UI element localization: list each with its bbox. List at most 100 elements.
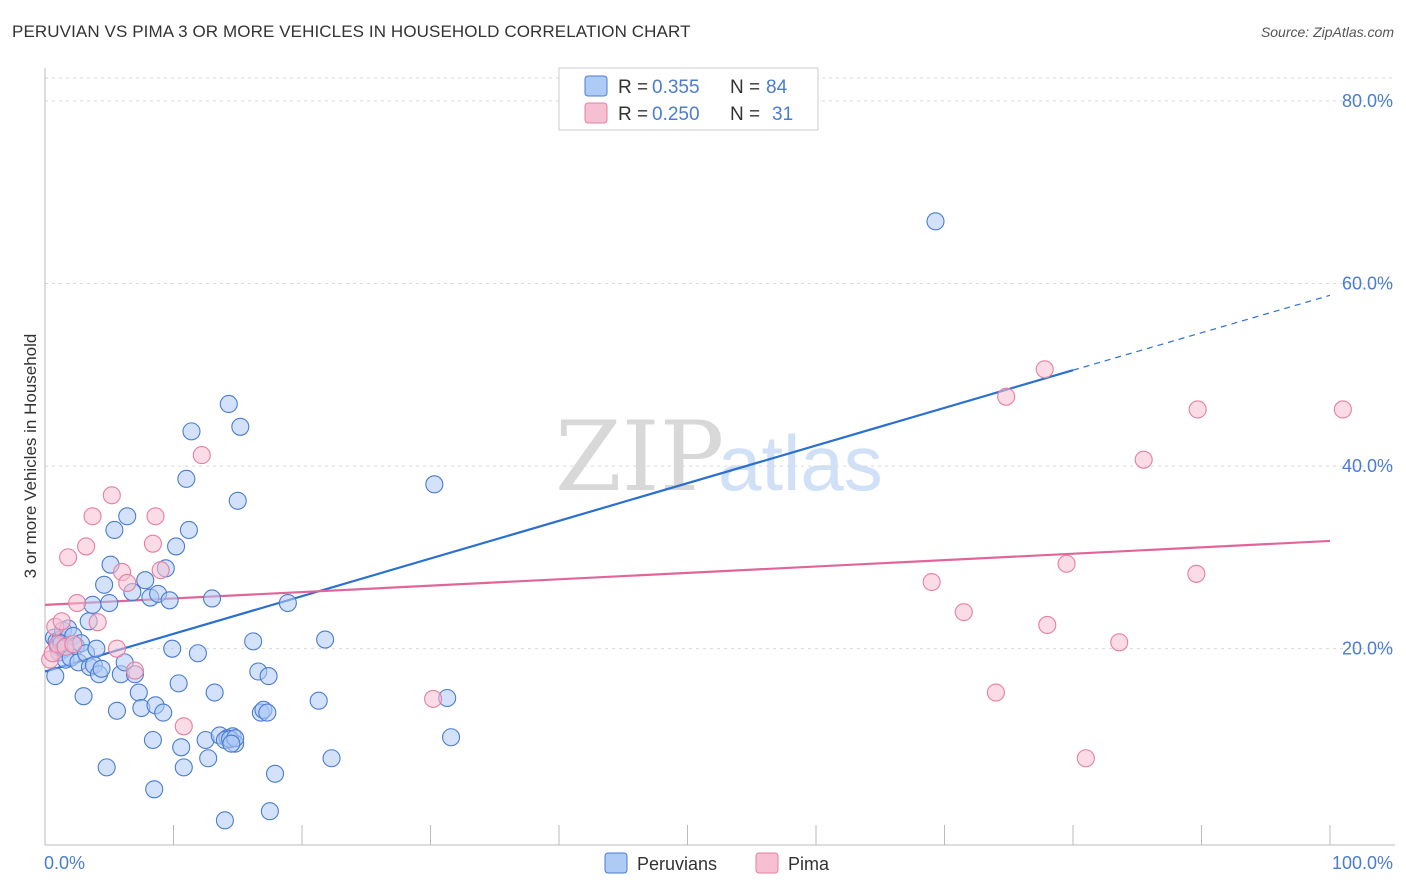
point-pima — [102, 486, 121, 505]
legend-r-value-peruvians: 0.355 — [652, 77, 700, 98]
point-peruvians — [129, 683, 148, 702]
point-peruvians — [154, 703, 173, 722]
point-peruvians — [316, 630, 335, 649]
point-peruvians — [182, 422, 201, 441]
trend-line-pima — [44, 539, 1331, 606]
x-tick-label: 100.0% — [1332, 853, 1393, 873]
trend-line-peruvians-extension — [1072, 294, 1331, 371]
point-peruvians — [179, 520, 198, 540]
point-peruvians — [174, 758, 193, 777]
legend-r-value-pima: 0.250 — [652, 104, 700, 125]
point-peruvians — [278, 593, 297, 613]
source-label: Source: ZipAtlas.com — [1260, 24, 1394, 40]
point-peruvians — [228, 491, 247, 510]
series-pima — [41, 360, 1352, 768]
point-peruvians — [188, 644, 207, 663]
point-pima — [192, 446, 211, 465]
point-pima — [52, 612, 71, 631]
point-peruvians — [167, 537, 186, 556]
point-pima — [1188, 400, 1207, 419]
point-peruvians — [46, 667, 65, 686]
trend-lines — [44, 294, 1331, 673]
point-pima — [174, 717, 193, 736]
legend-r-label-pima: R = — [618, 104, 648, 125]
point-peruvians — [107, 701, 127, 720]
legend-n-label-pima: N = — [730, 104, 760, 125]
series-peruvians — [44, 212, 945, 830]
point-peruvians — [203, 589, 222, 608]
point-pima — [997, 387, 1016, 406]
bottom-legend-label-pima: Pima — [788, 854, 830, 874]
legend-n-label-peruvians: N = — [730, 77, 760, 98]
point-peruvians — [260, 802, 279, 821]
gridlines — [45, 77, 1395, 650]
point-pima — [424, 689, 443, 708]
point-peruvians — [309, 691, 328, 710]
point-peruvians — [322, 749, 341, 768]
point-pima — [77, 537, 96, 556]
point-pima — [64, 635, 83, 654]
y-tick-label: 20.0% — [1342, 639, 1393, 659]
watermark-zip: ZIP — [555, 401, 724, 513]
bottom-legend: Peruvians Pima — [604, 852, 830, 874]
data-points — [41, 212, 1352, 830]
y-axis-label: 3 or more Vehicles in Household — [21, 334, 40, 579]
point-peruvians — [172, 738, 191, 757]
legend-swatch-peruvians — [584, 75, 608, 97]
point-peruvians — [215, 811, 234, 830]
x-tick-label: 0.0% — [44, 853, 85, 873]
point-pima — [146, 507, 165, 526]
legend-r-label-peruvians: R = — [618, 77, 648, 98]
point-pima — [88, 613, 107, 632]
point-peruvians — [105, 520, 124, 540]
y-tick-label: 60.0% — [1342, 273, 1393, 293]
legend-swatch-pima — [584, 102, 608, 124]
point-peruvians — [205, 683, 224, 702]
point-peruvians — [136, 571, 155, 590]
point-pima — [1076, 749, 1095, 768]
point-peruvians — [231, 417, 250, 436]
trend-line-peruvians — [44, 369, 1074, 673]
point-pima — [151, 561, 170, 580]
y-tick-label: 40.0% — [1342, 456, 1393, 476]
point-peruvians — [222, 734, 241, 753]
point-peruvians — [100, 593, 119, 613]
point-peruvians — [244, 632, 263, 651]
point-peruvians — [425, 475, 444, 494]
point-peruvians — [95, 575, 114, 594]
point-pima — [922, 572, 941, 592]
bottom-legend-swatch-pima — [755, 852, 779, 874]
point-peruvians — [169, 674, 188, 693]
point-pima — [1333, 400, 1352, 419]
point-pima — [1110, 633, 1129, 652]
axes: 20.0% 40.0% 60.0% 80.0% 0.0% 100.0% — [44, 68, 1395, 873]
point-peruvians — [97, 758, 116, 777]
point-peruvians — [118, 507, 137, 526]
y-tick-label: 80.0% — [1342, 91, 1393, 111]
point-peruvians — [143, 730, 162, 750]
legend: R = 0.355 N = 84 R = 0.250 N = 31 — [558, 67, 819, 131]
point-pima — [1035, 360, 1054, 379]
point-pima — [118, 573, 137, 592]
chart-title: PERUVIAN VS PIMA 3 OR MORE VEHICLES IN H… — [12, 22, 691, 41]
point-peruvians — [219, 394, 238, 414]
point-peruvians — [265, 764, 285, 783]
point-peruvians — [87, 639, 106, 658]
point-peruvians — [160, 591, 179, 610]
point-pima — [59, 548, 78, 567]
point-pima — [143, 534, 162, 553]
point-pima — [1038, 615, 1057, 634]
point-peruvians — [145, 780, 164, 799]
point-peruvians — [258, 703, 277, 722]
point-peruvians — [442, 728, 461, 747]
point-peruvians — [74, 687, 93, 706]
point-pima — [83, 507, 102, 526]
bottom-legend-swatch-peruvians — [604, 852, 628, 874]
point-pima — [1134, 450, 1153, 469]
bottom-legend-label-peruvians: Peruvians — [637, 854, 717, 874]
point-pima — [125, 661, 144, 680]
point-peruvians — [926, 212, 945, 231]
point-pima — [954, 603, 973, 622]
point-pima — [107, 639, 127, 658]
